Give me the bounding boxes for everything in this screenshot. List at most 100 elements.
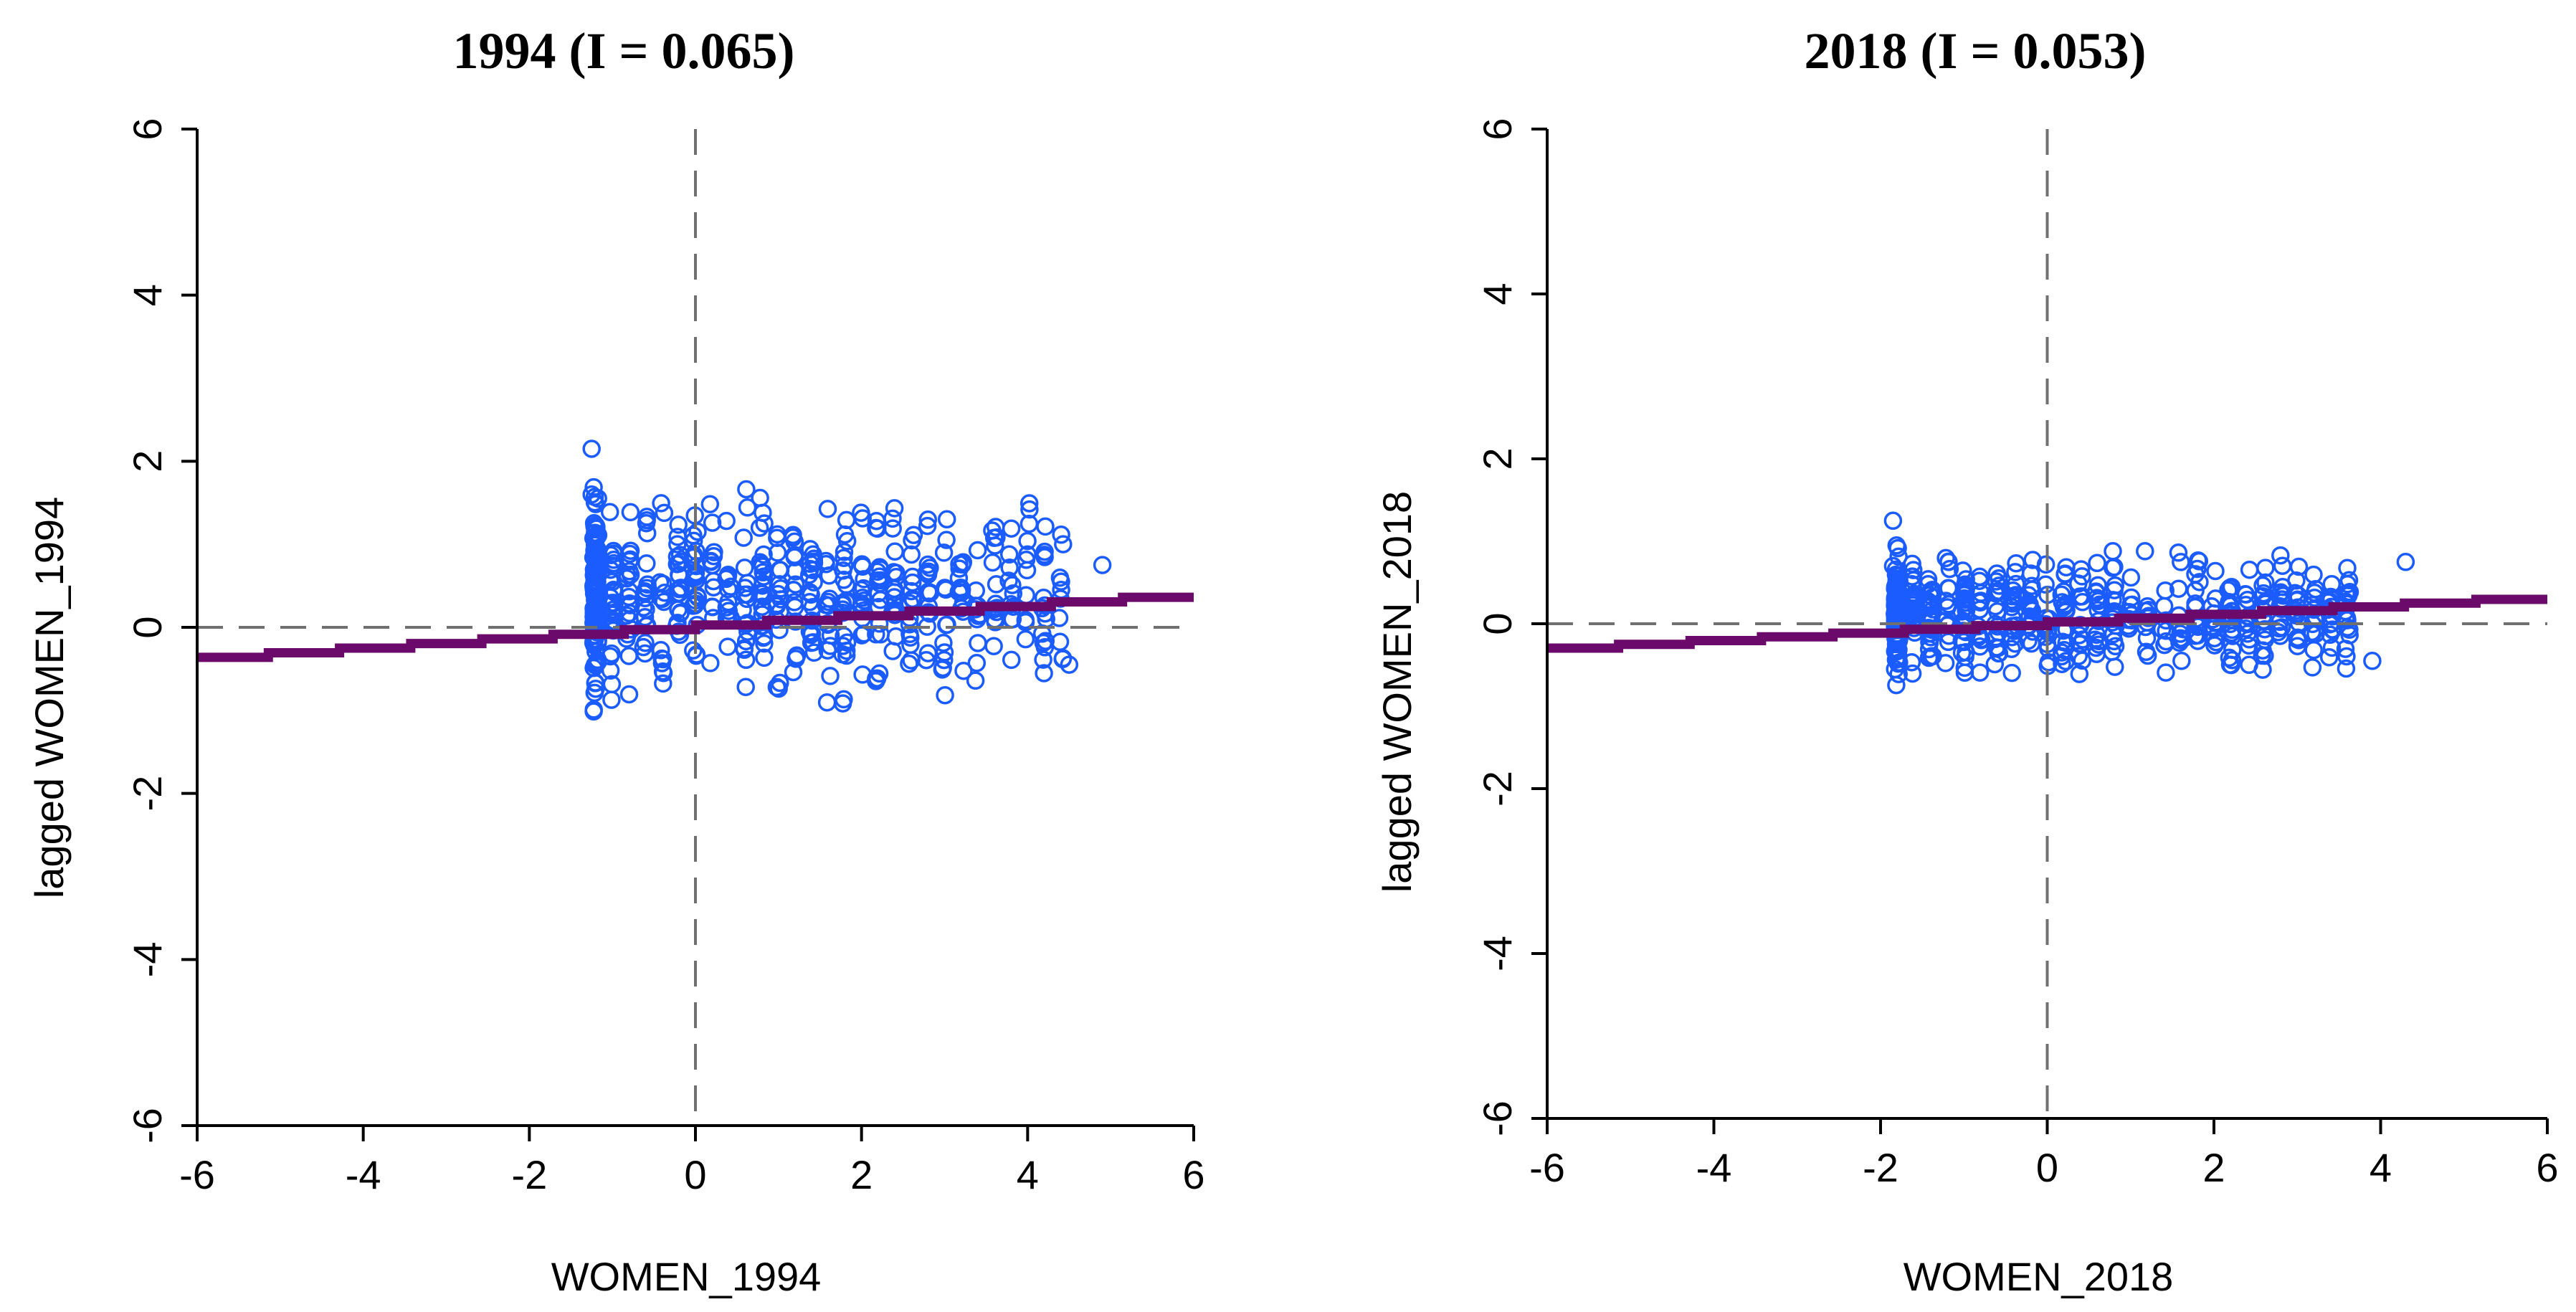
scatter-point	[703, 513, 722, 532]
scatter-point	[584, 477, 603, 497]
scatter-point	[835, 543, 854, 561]
scatter-point	[852, 626, 871, 645]
scatter-point	[617, 569, 637, 588]
scatter-point	[736, 650, 756, 670]
scatter-point	[684, 641, 703, 660]
scatter-point	[2002, 663, 2021, 683]
scatter-point	[954, 661, 973, 680]
scatter-point	[1990, 576, 2008, 595]
scatter-point	[669, 515, 688, 534]
scatter-point	[785, 593, 804, 612]
y-tick-label: -2	[125, 776, 170, 812]
scatter-point	[2223, 620, 2242, 640]
scatter-point	[934, 633, 953, 652]
scatter-point	[667, 584, 687, 603]
scatter-point	[833, 694, 852, 713]
scatter-point	[1969, 592, 1988, 611]
scatter-point	[2322, 638, 2342, 657]
scatter-point	[738, 498, 757, 517]
scatter-point	[637, 554, 656, 573]
scatter-point	[2337, 659, 2356, 678]
scatter-point	[652, 654, 672, 672]
y-tick-label: 0	[125, 616, 170, 638]
scatter-point	[867, 672, 885, 690]
y-tick-label: 4	[1475, 282, 1520, 305]
scatter-point	[1002, 519, 1021, 538]
scatter-point	[817, 596, 835, 614]
moran-plot-2018: 2018 (I = 0.053) WOMEN_2018 lagged WOMEN…	[1374, 22, 2559, 1299]
scatter-point	[2337, 647, 2356, 666]
y-tick-label: -4	[125, 941, 170, 977]
scatter-point	[637, 523, 657, 543]
scatter-point	[1985, 655, 2005, 674]
scatter-point	[2220, 655, 2240, 674]
scatter-point	[802, 624, 820, 643]
scatter-point	[2157, 663, 2175, 682]
scatter-point	[620, 544, 640, 564]
scatter-point	[1052, 526, 1070, 544]
scatter-point	[655, 503, 674, 523]
scatter-point	[883, 642, 902, 660]
scatter-point	[1888, 640, 1907, 659]
scatter-point	[2071, 634, 2091, 653]
x-tick-label: -4	[1696, 1145, 1732, 1190]
scatter-point	[705, 543, 723, 561]
scatter-point	[734, 528, 753, 547]
scatter-point	[1990, 644, 2009, 662]
scatter-point	[585, 655, 604, 675]
scatter-point	[904, 526, 923, 544]
scatter-point	[769, 679, 788, 698]
scatter-point	[700, 495, 720, 513]
scatter-point	[2156, 581, 2175, 600]
scatter-point	[968, 541, 987, 560]
scatter-point	[755, 514, 774, 533]
scatter-point	[2339, 571, 2359, 589]
scatter-point	[2105, 581, 2124, 599]
scatter-point	[2273, 556, 2292, 575]
scatter-point	[949, 569, 969, 588]
scatter-point	[2253, 646, 2271, 665]
scatter-point	[2322, 574, 2342, 594]
scatter-point	[587, 612, 607, 631]
scatter-point	[2240, 560, 2259, 579]
scatter-point	[900, 654, 918, 673]
scatter-point	[652, 641, 670, 660]
scatter-point	[1921, 647, 1939, 667]
scatter-point	[620, 551, 639, 571]
scatter-point	[589, 555, 607, 574]
scatter-point	[2002, 640, 2021, 658]
scatter-point	[586, 679, 605, 698]
scatter-point	[1883, 511, 1903, 531]
scatter-point	[2236, 585, 2256, 604]
scatter-point	[1060, 655, 1079, 674]
scatter-point	[701, 654, 720, 672]
scatter-point	[821, 667, 840, 685]
scatter-point	[952, 580, 971, 599]
scatter-point	[2136, 542, 2154, 561]
scatter-point	[2089, 635, 2109, 654]
scatter-point	[2190, 552, 2209, 571]
scatter-point	[1016, 610, 1035, 629]
scatter-point	[586, 673, 605, 692]
scatter-point	[635, 581, 655, 601]
scatter-point	[2220, 648, 2239, 667]
scatter-point	[1020, 500, 1039, 519]
scatter-point	[737, 480, 756, 499]
y-tick-label: 0	[1475, 612, 1520, 634]
scatter-point	[803, 597, 822, 617]
scatter-point	[652, 494, 670, 513]
scatter-point	[802, 633, 821, 652]
scatter-point	[817, 693, 837, 712]
scatter-point	[621, 503, 640, 522]
y-tick-label: 6	[125, 118, 170, 140]
scatter-point	[750, 518, 769, 537]
x-tick-label: 6	[2536, 1145, 2558, 1190]
scatter-point	[1093, 556, 1112, 574]
scatter-point	[935, 643, 954, 662]
chart-title: 1994 (I = 0.065)	[453, 22, 795, 80]
scatter-point	[918, 516, 937, 536]
scatter-point	[969, 634, 987, 652]
scatter-point	[2007, 574, 2025, 594]
scatter-point	[853, 557, 872, 576]
scatter-point	[1035, 664, 1053, 683]
